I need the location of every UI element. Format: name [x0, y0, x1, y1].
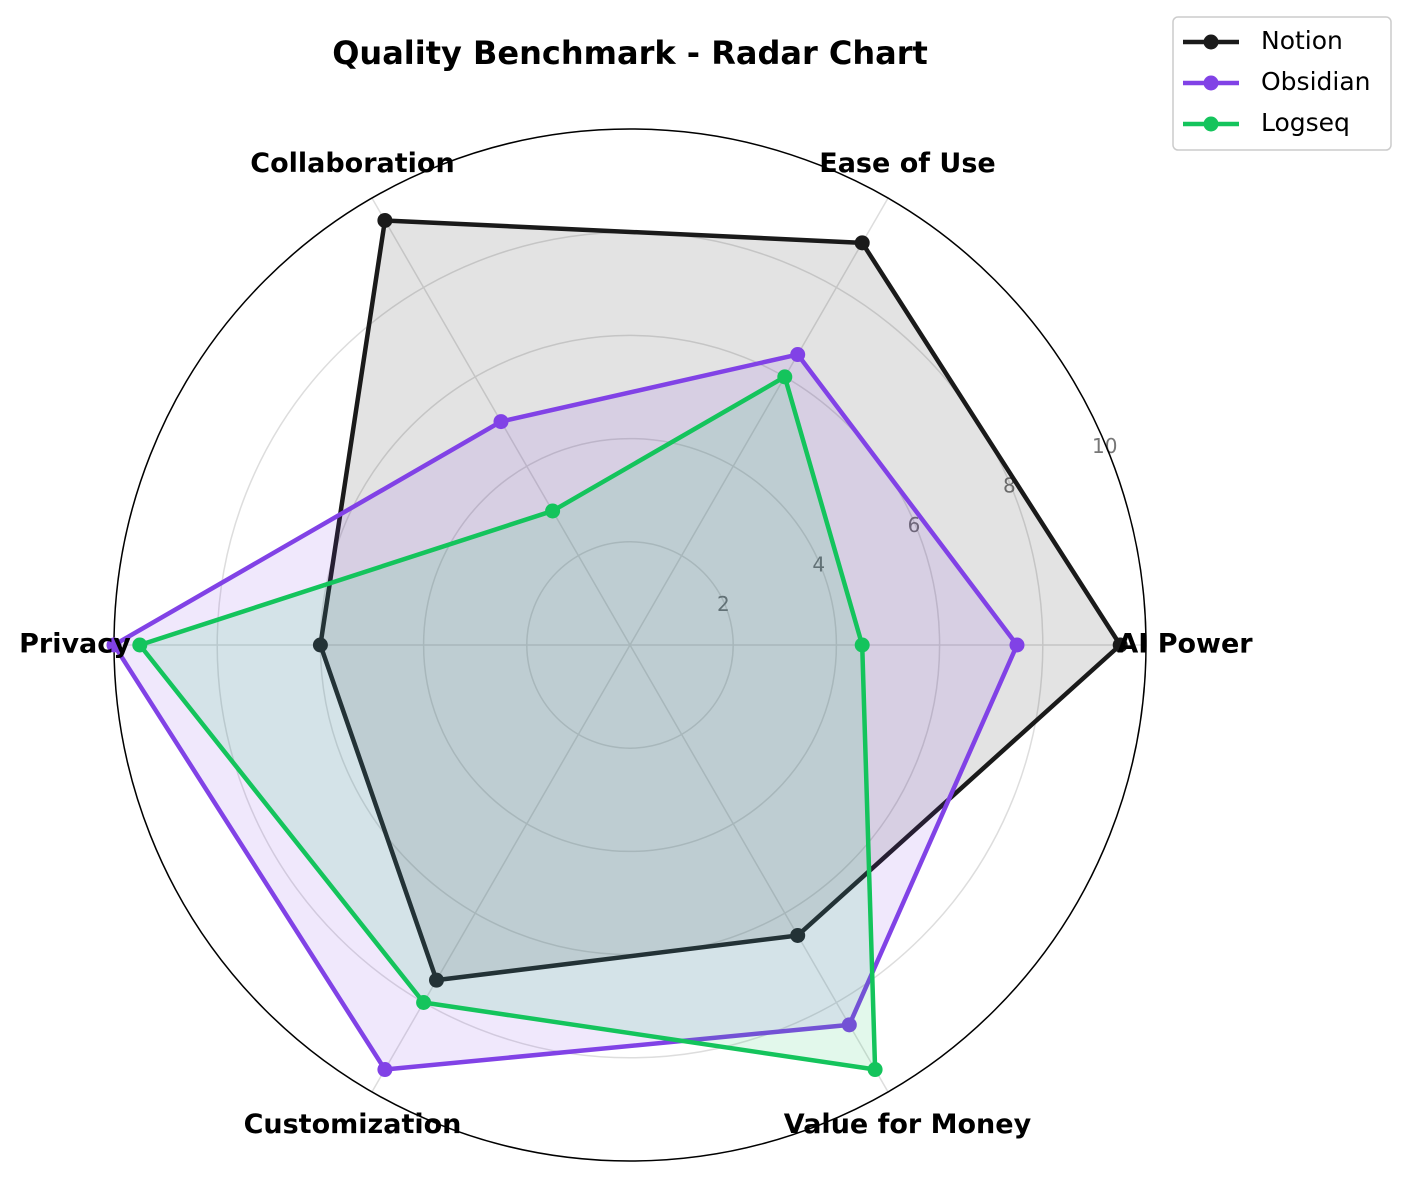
- legend-label: Logseq: [1261, 108, 1350, 137]
- category-label: Ease of Use: [819, 148, 995, 179]
- spoke: [629, 197, 889, 646]
- data-point: [1112, 637, 1128, 653]
- spoke: [371, 644, 631, 1093]
- data-point: [429, 972, 444, 988]
- data-point: [777, 369, 793, 385]
- series-area: [139, 376, 876, 1070]
- legend-marker: [1203, 116, 1219, 132]
- category-label: AI Power: [1117, 629, 1253, 660]
- data-point: [790, 927, 806, 943]
- data-point: [377, 1062, 393, 1078]
- grid-ring: [422, 437, 838, 853]
- legend-marker: [1203, 75, 1219, 91]
- grid-ring: [526, 541, 734, 749]
- category-label: Value for Money: [784, 1109, 1032, 1140]
- data-point: [493, 414, 509, 430]
- legend-label: Obsidian: [1261, 67, 1371, 96]
- r-tick-label: 10: [1092, 434, 1117, 458]
- r-tick-label: 4: [812, 553, 825, 577]
- data-point: [1009, 637, 1025, 653]
- series-area: [114, 354, 1017, 1070]
- chart-title: Quality Benchmark - Radar Chart: [332, 34, 928, 72]
- data-point: [790, 347, 806, 363]
- series-area: [320, 220, 1121, 981]
- r-tick-label: 6: [908, 513, 921, 537]
- spoke: [629, 644, 889, 1093]
- data-point: [416, 994, 432, 1010]
- legend-box: [1172, 16, 1392, 151]
- data-point: [854, 235, 870, 251]
- data-point: [377, 212, 393, 228]
- data-point: [854, 637, 870, 653]
- legend-marker: [1203, 34, 1219, 50]
- data-point: [132, 637, 148, 653]
- r-tick-label: 2: [717, 592, 730, 616]
- category-label: Collaboration: [250, 148, 454, 179]
- category-label: Customization: [244, 1109, 462, 1140]
- data-point: [106, 637, 122, 653]
- data-point: [312, 637, 328, 653]
- data-point: [841, 1017, 857, 1033]
- legend-label: Notion: [1261, 26, 1343, 55]
- legend: Notion Obsidian Logseq: [1172, 16, 1392, 151]
- data-point: [867, 1062, 883, 1078]
- plot: AI Power Ease of Use Collaboration Privacy C…: [19, 148, 1253, 1140]
- data-point: [545, 503, 561, 519]
- category-label: Privacy: [19, 629, 131, 660]
